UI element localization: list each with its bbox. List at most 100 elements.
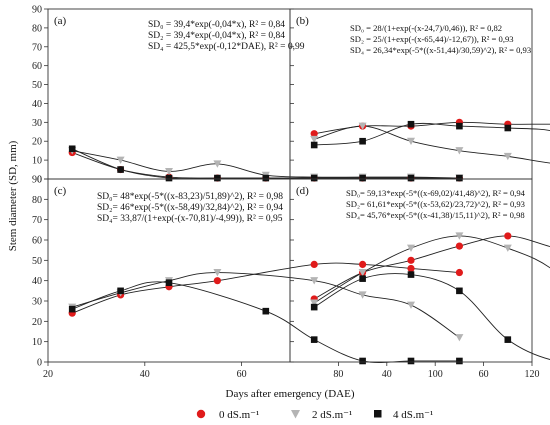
data-point-2-3: [214, 174, 221, 182]
data-point-1-3: [213, 269, 222, 277]
panel-1: (b) SD₀ = 28/(1+exp(-(x-24,7)/0,46)), R² …: [289, 8, 550, 180]
data-point-1-2: [407, 244, 415, 252]
fit-curve-2: [72, 281, 460, 363]
data-point-1-3: [455, 147, 464, 155]
y-axis-label: Stem diameter (SD, mm): [7, 140, 19, 251]
data-point-1-4: [503, 152, 512, 161]
y-tick-label: 80: [32, 195, 42, 206]
y-tick-label: 80: [32, 23, 42, 34]
data-point-2-4: [504, 124, 512, 132]
equation-0: SD₀= 48*exp(-5*((x-83,23)/51,89)^2), R² …: [97, 191, 283, 202]
panel-frame: [289, 178, 533, 363]
panel-0: 0 10 20 30 40 50 60 70 80 90 (a) SD₀ = 39,4*exp(-0,…: [32, 5, 464, 186]
panels: 0 10 20 30 40 50 60 70 80 90 (a) SD₀ = 39,4*exp(-0,…: [32, 5, 550, 380]
equation-1: SD₂= 46*exp(-5*((x-58,49)/32,84)^2), R² …: [97, 202, 283, 213]
data-point-1-7: [455, 334, 464, 342]
data-point-2-3: [456, 287, 463, 295]
data-point-0-0: [310, 130, 318, 138]
data-point-2-6: [359, 174, 366, 182]
x-tick-label: 120: [525, 369, 540, 380]
y-tick-label: 30: [32, 297, 42, 308]
x-axis-label: Days after emergency (DAE): [226, 388, 355, 400]
data-point-2-7: [407, 174, 415, 182]
data-point-1-3: [213, 160, 222, 168]
data-point-1-1: [358, 269, 367, 277]
equation-2: SD₄= 45,76*exp(-5*((x-41,38)/15,11)^2), …: [346, 210, 525, 220]
equation-2: SD₄ = 26,34*exp(-5*((x-51,44)/30,59)^2),…: [350, 45, 531, 55]
data-point-1-2: [165, 167, 173, 176]
y-tick-label: 60: [32, 61, 42, 72]
equation-0: SD₀= 59,13*exp(-5*((x-69,02)/41,48)^2), …: [346, 188, 526, 198]
x-tick-label: 60: [479, 369, 489, 380]
y-tick-label: 60: [32, 236, 42, 247]
legend-marker-2: [374, 410, 382, 418]
equation-2: SD₄= 33,87/(1+exp(-(x-70,81)/-4,99)), R²…: [97, 213, 283, 224]
y-tick-label: 40: [32, 276, 42, 287]
y-tick-label: 50: [32, 256, 42, 267]
data-point-1-0: [310, 299, 319, 307]
y-tick-label: 70: [32, 42, 42, 53]
equation-1: SD₂ = 39,4*exp(-0,04*x), R² = 0,84: [148, 30, 285, 41]
y-tick-label: 90: [32, 5, 42, 16]
legend-marker-0: [196, 409, 206, 419]
y-tick-label: 0: [37, 358, 42, 369]
x-tick-label: 20: [43, 369, 53, 380]
data-point-0-4: [310, 260, 318, 268]
data-point-2-2: [165, 174, 173, 182]
data-point-2-0: [310, 303, 318, 311]
equation-2: SD₄ = 425,5*exp(-0,12*DAE), R² = 0,99: [148, 41, 305, 52]
legend-marker-1: [291, 410, 300, 419]
y-tick-label: 70: [32, 215, 42, 226]
y-tick-label: 20: [32, 317, 42, 328]
data-point-1-2: [407, 137, 415, 146]
x-tick-label: 100: [428, 369, 443, 380]
data-point-2-1: [359, 137, 366, 145]
data-point-2-0: [68, 305, 76, 313]
x-tick-label: 80: [333, 369, 343, 380]
equation-0: SD₀ = 39,4*exp(-0,04*x), R² = 0,84: [148, 19, 285, 30]
data-point-2-8: [456, 174, 463, 182]
legend: 0 dS.m⁻¹ 2 dS.m⁻¹ 4 dS.m⁻¹: [196, 409, 433, 421]
data-point-1-6: [407, 301, 415, 309]
legend-item-1: 2 dS.m⁻¹: [291, 409, 352, 421]
data-point-0-7: [455, 268, 463, 277]
data-point-1-0: [310, 135, 319, 144]
data-point-1-4: [503, 244, 512, 252]
data-point-2-3: [456, 122, 463, 130]
data-point-1-3: [455, 232, 464, 240]
y-tick-label: 30: [32, 118, 42, 129]
y-tick-label: 40: [32, 99, 42, 110]
data-point-2-6: [407, 357, 415, 365]
equation-1: SD₂ = 25/(1+exp(-(x-65,44)/-12,67)), R² …: [350, 34, 514, 44]
data-point-2-2: [165, 279, 173, 286]
x-tick-label: 40: [382, 369, 392, 380]
data-point-2-0: [310, 141, 318, 149]
data-point-0-6: [407, 264, 415, 273]
panel-label: (a): [54, 15, 67, 27]
data-point-0-2: [407, 256, 415, 264]
data-point-2-4: [310, 336, 318, 343]
data-point-2-0: [68, 145, 76, 153]
x-tick-label: 40: [140, 369, 150, 380]
data-point-2-5: [359, 357, 366, 365]
data-point-1-1: [358, 122, 367, 130]
data-point-2-2: [407, 120, 415, 128]
data-point-0-3: [455, 242, 463, 250]
y-tick-label: 10: [32, 156, 42, 167]
data-point-1-5: [358, 291, 367, 299]
data-point-0-3: [213, 277, 221, 285]
fit-curve-1: [314, 125, 550, 164]
panel-3: 40 60 80 100 120 (d) SD₀= 59,13*exp(-5*((x-69,…: [289, 178, 550, 380]
data-point-2-4: [504, 336, 512, 343]
data-point-2-4: [262, 174, 270, 182]
panel-label: (c): [54, 185, 67, 197]
data-point-0-5: [359, 260, 367, 268]
legend-label-2: 4 dS.m⁻¹: [393, 409, 433, 421]
fit-curve-0: [313, 235, 550, 300]
panel-label: (b): [296, 15, 309, 27]
data-point-2-1: [359, 275, 366, 282]
data-point-2-2: [407, 271, 415, 278]
y-tick-label: 50: [32, 80, 42, 91]
legend-item-2: 4 dS.m⁻¹: [374, 409, 433, 421]
